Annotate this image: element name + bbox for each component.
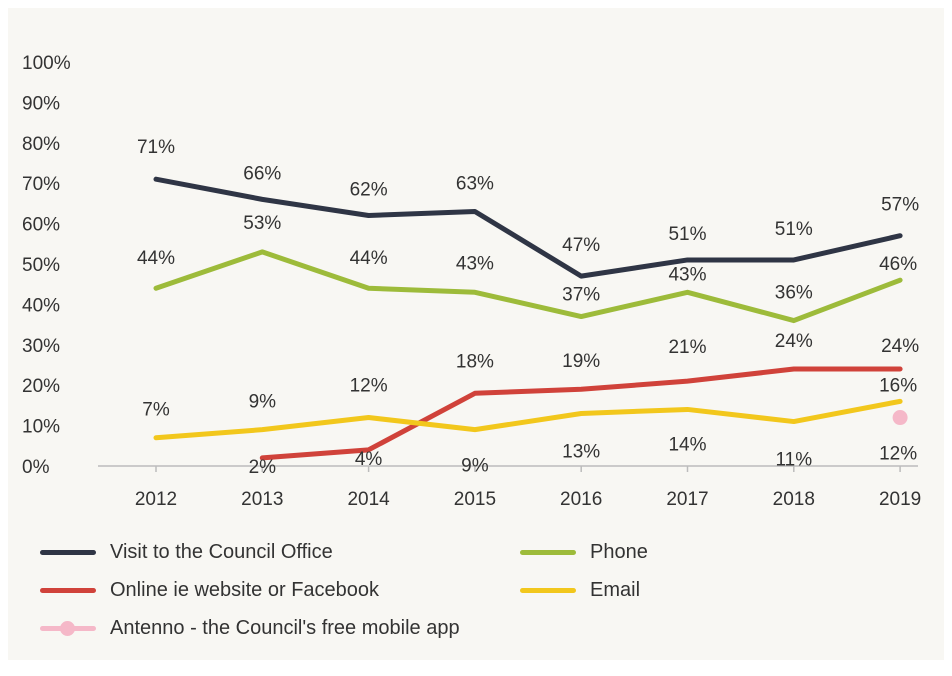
data-label: 63% bbox=[456, 173, 494, 194]
y-tick-label: 20% bbox=[22, 376, 60, 397]
data-label: 46% bbox=[879, 254, 917, 275]
data-label: 4% bbox=[355, 449, 383, 470]
legend-line-online bbox=[40, 587, 96, 593]
x-tick-label: 2018 bbox=[773, 489, 815, 510]
x-tick-label: 2012 bbox=[135, 489, 177, 510]
x-tick-label: 2014 bbox=[347, 489, 390, 510]
legend-item-antenno: Antenno - the Council's free mobile app bbox=[40, 612, 460, 644]
series-line-0 bbox=[153, 176, 903, 279]
y-tick-label: 50% bbox=[22, 255, 60, 276]
y-tick-label: 30% bbox=[22, 336, 60, 357]
data-label: 71% bbox=[137, 137, 175, 158]
y-tick-label: 70% bbox=[22, 174, 60, 195]
data-label: 16% bbox=[879, 375, 917, 396]
data-label: 57% bbox=[881, 195, 919, 216]
data-label: 24% bbox=[775, 331, 813, 352]
series-line-1 bbox=[153, 249, 903, 324]
series-marker-4 bbox=[892, 410, 908, 426]
legend-label-online: Online ie website or Facebook bbox=[110, 578, 380, 601]
legend-line-phone bbox=[520, 549, 576, 555]
legend-item-visit: Visit to the Council Office bbox=[40, 536, 333, 568]
data-label: 24% bbox=[881, 336, 919, 357]
data-label: 19% bbox=[562, 351, 600, 372]
chart-panel bbox=[8, 8, 944, 660]
series-line-3 bbox=[153, 398, 903, 441]
data-label: 14% bbox=[668, 434, 706, 455]
y-tick-label: 0% bbox=[22, 457, 50, 478]
y-tick-label: 80% bbox=[22, 134, 60, 155]
data-label: 53% bbox=[243, 213, 281, 234]
data-label: 51% bbox=[668, 224, 706, 245]
x-tick-label: 2017 bbox=[666, 489, 708, 510]
y-tick-label: 60% bbox=[22, 215, 60, 236]
legend-item-online: Online ie website or Facebook bbox=[40, 574, 379, 606]
data-label: 37% bbox=[562, 285, 600, 306]
legend-line-visit bbox=[40, 549, 96, 555]
data-label: 9% bbox=[461, 456, 489, 477]
legend-item-phone: Phone bbox=[520, 536, 648, 568]
data-label: 51% bbox=[775, 219, 813, 240]
series-line-2 bbox=[259, 366, 903, 461]
x-tick-label: 2013 bbox=[241, 489, 283, 510]
x-tick-label: 2019 bbox=[879, 489, 921, 510]
data-label: 43% bbox=[668, 264, 706, 285]
legend-line-email bbox=[520, 587, 576, 593]
y-tick-label: 100% bbox=[22, 53, 71, 74]
data-label: 9% bbox=[249, 392, 277, 413]
data-label: 36% bbox=[775, 283, 813, 304]
legend-label-antenno: Antenno - the Council's free mobile app bbox=[110, 616, 460, 639]
data-label: 2% bbox=[249, 457, 277, 478]
data-label: 44% bbox=[137, 248, 175, 269]
legend-label-email: Email bbox=[590, 578, 641, 601]
legend-dot-antenno bbox=[60, 620, 75, 636]
data-label: 18% bbox=[456, 351, 494, 372]
y-tick-label: 40% bbox=[22, 295, 60, 316]
data-label: 13% bbox=[562, 441, 600, 462]
data-label: 21% bbox=[668, 337, 706, 358]
y-tick-label: 10% bbox=[22, 417, 60, 438]
data-label: 47% bbox=[562, 235, 600, 256]
x-tick-label: 2016 bbox=[560, 489, 602, 510]
data-label: 44% bbox=[350, 248, 388, 269]
data-label: 43% bbox=[456, 253, 494, 274]
data-label: 66% bbox=[243, 163, 281, 184]
data-label: 12% bbox=[350, 376, 388, 397]
data-label: 12% bbox=[879, 444, 917, 465]
x-tick-label: 2015 bbox=[454, 489, 496, 510]
data-label: 11% bbox=[775, 450, 812, 471]
legend-item-email: Email bbox=[520, 574, 640, 606]
legend-line-antenno bbox=[40, 620, 96, 636]
legend-label-phone: Phone bbox=[590, 540, 648, 563]
data-label: 7% bbox=[142, 400, 170, 421]
y-tick-label: 90% bbox=[22, 93, 60, 114]
data-label: 62% bbox=[350, 180, 388, 201]
legend-label-visit: Visit to the Council Office bbox=[110, 540, 333, 563]
